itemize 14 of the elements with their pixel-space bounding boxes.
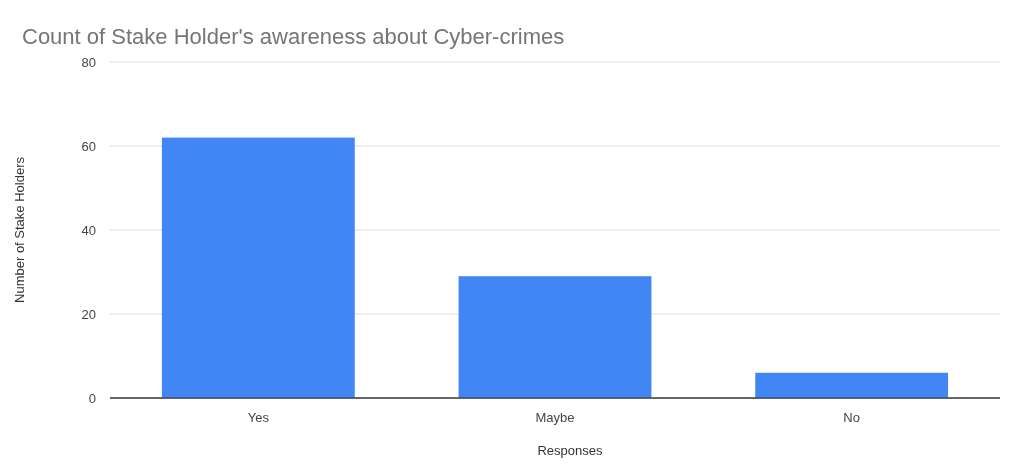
y-tick-label: 0 [88,390,96,406]
bar [755,372,949,398]
y-tick-label: 60 [81,138,96,154]
y-tick-label: 80 [81,54,96,70]
x-tick-label: Yes [247,410,270,425]
x-axis-title: Responses [537,443,604,458]
y-tick-label: 40 [81,222,96,238]
x-tick-label: No [843,410,860,425]
y-tick-label: 20 [81,306,96,322]
y-axis-title: Number of Stake Holders [12,156,27,303]
bar [161,137,355,398]
bar [458,276,652,398]
x-tick-label: Maybe [535,410,575,425]
chart-title: Count of Stake Holder's awareness about Cyber-crimes [22,24,565,49]
